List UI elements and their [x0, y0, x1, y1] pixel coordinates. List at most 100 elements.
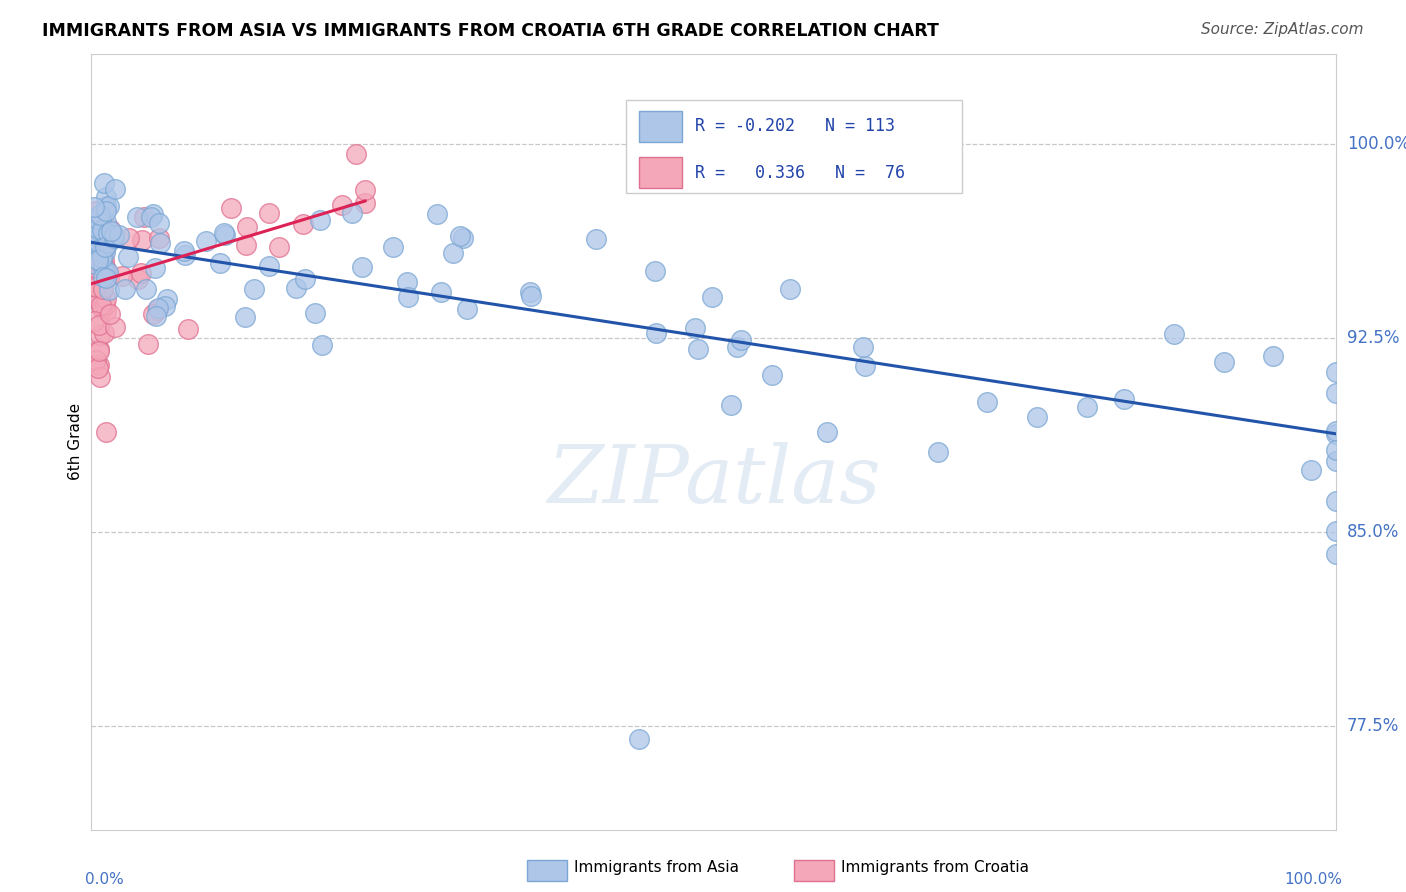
- Point: [153, 299, 176, 313]
- Point: [83, 255, 105, 269]
- Point: [173, 244, 195, 259]
- Point: [145, 309, 167, 323]
- Point: [93, 260, 115, 275]
- Point: [456, 301, 478, 316]
- Point: [89, 243, 111, 257]
- Point: [83, 241, 105, 255]
- Point: [156, 292, 179, 306]
- Point: [90, 211, 112, 226]
- Point: [284, 281, 307, 295]
- Point: [644, 264, 666, 278]
- Point: [1324, 442, 1347, 457]
- Point: [93, 244, 115, 259]
- Point: [291, 217, 314, 231]
- Point: [96, 269, 118, 284]
- Point: [90, 298, 112, 312]
- Point: [779, 282, 801, 296]
- Point: [80, 224, 103, 238]
- Point: [84, 264, 107, 278]
- Point: [396, 290, 419, 304]
- Point: [976, 395, 998, 409]
- Point: [396, 275, 419, 289]
- Point: [131, 233, 153, 247]
- Point: [89, 218, 111, 232]
- Point: [1324, 425, 1347, 439]
- Point: [644, 326, 666, 340]
- Text: 100.0%: 100.0%: [1347, 135, 1406, 153]
- Point: [80, 278, 103, 293]
- Text: Immigrants from Asia: Immigrants from Asia: [574, 860, 738, 874]
- Point: [94, 215, 117, 229]
- Text: 100.0%: 100.0%: [1284, 872, 1341, 888]
- Point: [97, 235, 120, 250]
- Point: [84, 260, 107, 274]
- Point: [627, 731, 650, 746]
- Point: [86, 293, 108, 307]
- Point: [720, 398, 742, 412]
- Point: [304, 306, 326, 320]
- Point: [91, 269, 114, 284]
- Point: [1114, 392, 1136, 406]
- Point: [1263, 349, 1285, 363]
- Point: [350, 260, 373, 274]
- Point: [111, 268, 134, 283]
- Point: [219, 201, 242, 215]
- Point: [344, 147, 367, 161]
- Point: [725, 339, 748, 353]
- Point: [1324, 493, 1347, 508]
- Point: [104, 182, 127, 196]
- Point: [93, 326, 115, 340]
- Point: [100, 224, 122, 238]
- Point: [134, 210, 156, 224]
- Point: [98, 307, 121, 321]
- Point: [94, 260, 117, 275]
- Point: [353, 183, 375, 197]
- Point: [86, 245, 108, 260]
- Point: [257, 260, 280, 274]
- Point: [214, 228, 236, 243]
- Point: [86, 259, 108, 273]
- Text: R =   0.336   N =  76: R = 0.336 N = 76: [695, 164, 905, 182]
- Point: [927, 445, 949, 459]
- Point: [91, 302, 114, 317]
- Point: [117, 250, 139, 264]
- Point: [86, 353, 108, 368]
- Point: [94, 304, 117, 318]
- Point: [852, 340, 875, 354]
- Point: [103, 231, 125, 245]
- Point: [96, 203, 118, 218]
- Point: [114, 282, 136, 296]
- Point: [441, 245, 464, 260]
- Point: [382, 240, 405, 254]
- Point: [89, 343, 111, 358]
- Point: [146, 303, 169, 318]
- Point: [1076, 400, 1098, 414]
- Point: [429, 285, 451, 299]
- Point: [1324, 454, 1347, 468]
- Point: [93, 243, 115, 257]
- Point: [98, 269, 121, 284]
- Point: [89, 328, 111, 343]
- Point: [91, 223, 114, 237]
- Point: [1299, 463, 1322, 477]
- Point: [142, 207, 165, 221]
- Point: [87, 229, 110, 244]
- Text: IMMIGRANTS FROM ASIA VS IMMIGRANTS FROM CROATIA 6TH GRADE CORRELATION CHART: IMMIGRANTS FROM ASIA VS IMMIGRANTS FROM …: [42, 22, 939, 40]
- Point: [1324, 386, 1347, 401]
- Point: [125, 210, 148, 224]
- Point: [91, 282, 114, 296]
- Point: [89, 269, 111, 284]
- Point: [1324, 524, 1347, 538]
- Text: 77.5%: 77.5%: [1347, 717, 1399, 735]
- Point: [146, 301, 169, 315]
- Point: [89, 241, 111, 255]
- Point: [86, 270, 108, 285]
- Point: [235, 238, 257, 252]
- Point: [89, 254, 111, 268]
- Point: [82, 255, 104, 269]
- Point: [94, 271, 117, 285]
- Point: [139, 210, 162, 224]
- Point: [761, 368, 783, 382]
- Point: [209, 256, 232, 270]
- Point: [89, 208, 111, 222]
